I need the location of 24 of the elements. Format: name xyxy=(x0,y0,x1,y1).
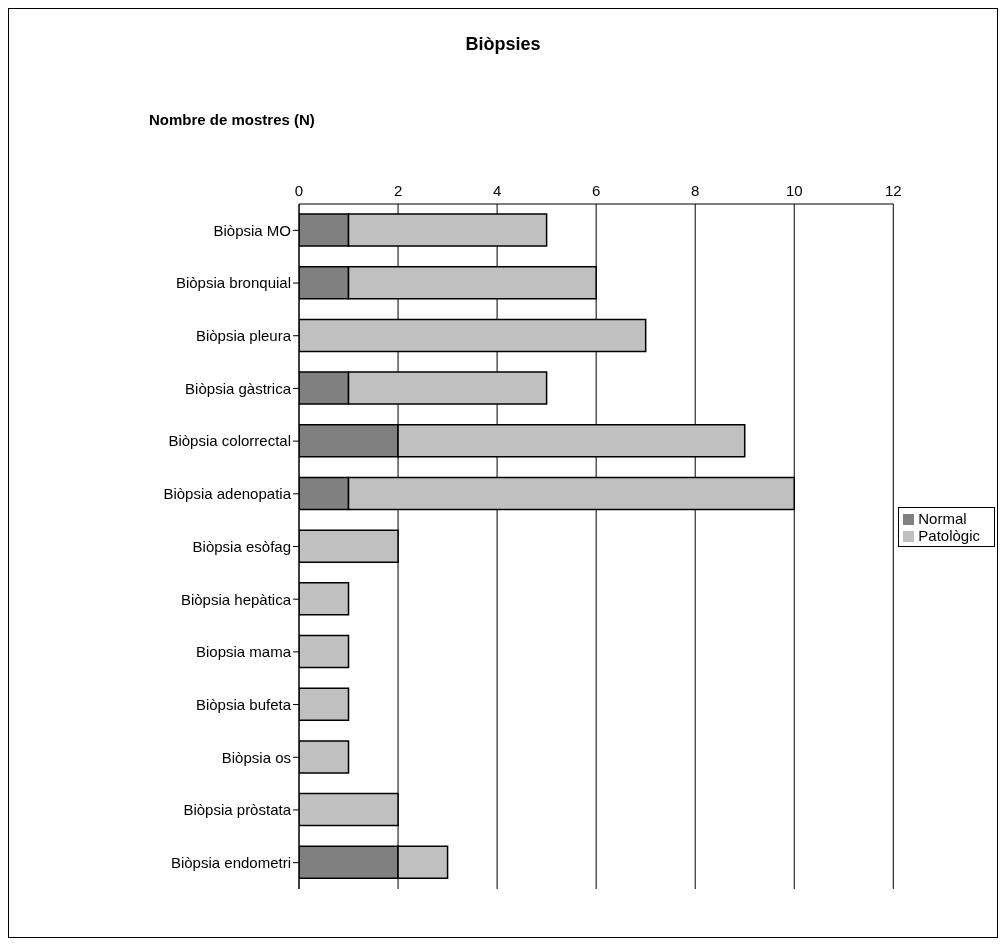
legend-label: Patològic xyxy=(918,526,980,544)
y-tick-label: Biòpsia pleura xyxy=(195,327,292,345)
x-tick-label: 10 xyxy=(785,182,803,199)
y-tick-label: Biòpsia colorrectal xyxy=(168,432,291,450)
y-tick-label: Biòpsia endometri xyxy=(170,853,291,871)
x-tick-label: 8 xyxy=(691,182,700,199)
y-tick-label: Biòpsia bronquial xyxy=(175,274,291,292)
y-tick-label: Biòpsia gàstrica xyxy=(185,379,292,397)
legend-label: Normal xyxy=(918,509,967,527)
x-tick-label: 4 xyxy=(492,182,502,199)
x-tick-label: 6 xyxy=(591,182,601,199)
y-tick-label: Biòpsia bufeta xyxy=(195,695,292,713)
x-tick-label: 2 xyxy=(393,182,403,199)
x-axis-title: Nombre de mostres (N) xyxy=(149,111,315,128)
y-tick-label: Biòpsia esòfag xyxy=(192,537,291,555)
chart-title: Biòpsies xyxy=(464,34,542,55)
x-tick-label: 0 xyxy=(294,182,304,199)
y-tick-label: Biòpsia hepàtica xyxy=(180,590,292,608)
y-tick-label: Biòpsia MO xyxy=(213,221,291,239)
y-tick-label: Biòpsia pròstata xyxy=(183,801,292,819)
x-tick-label: 12 xyxy=(884,182,902,199)
y-tick-label: Biòpsia os xyxy=(221,748,291,766)
y-tick-label: Biòpsia adenopatia xyxy=(163,485,292,503)
y-tick-label: Biopsia mama xyxy=(195,643,292,661)
